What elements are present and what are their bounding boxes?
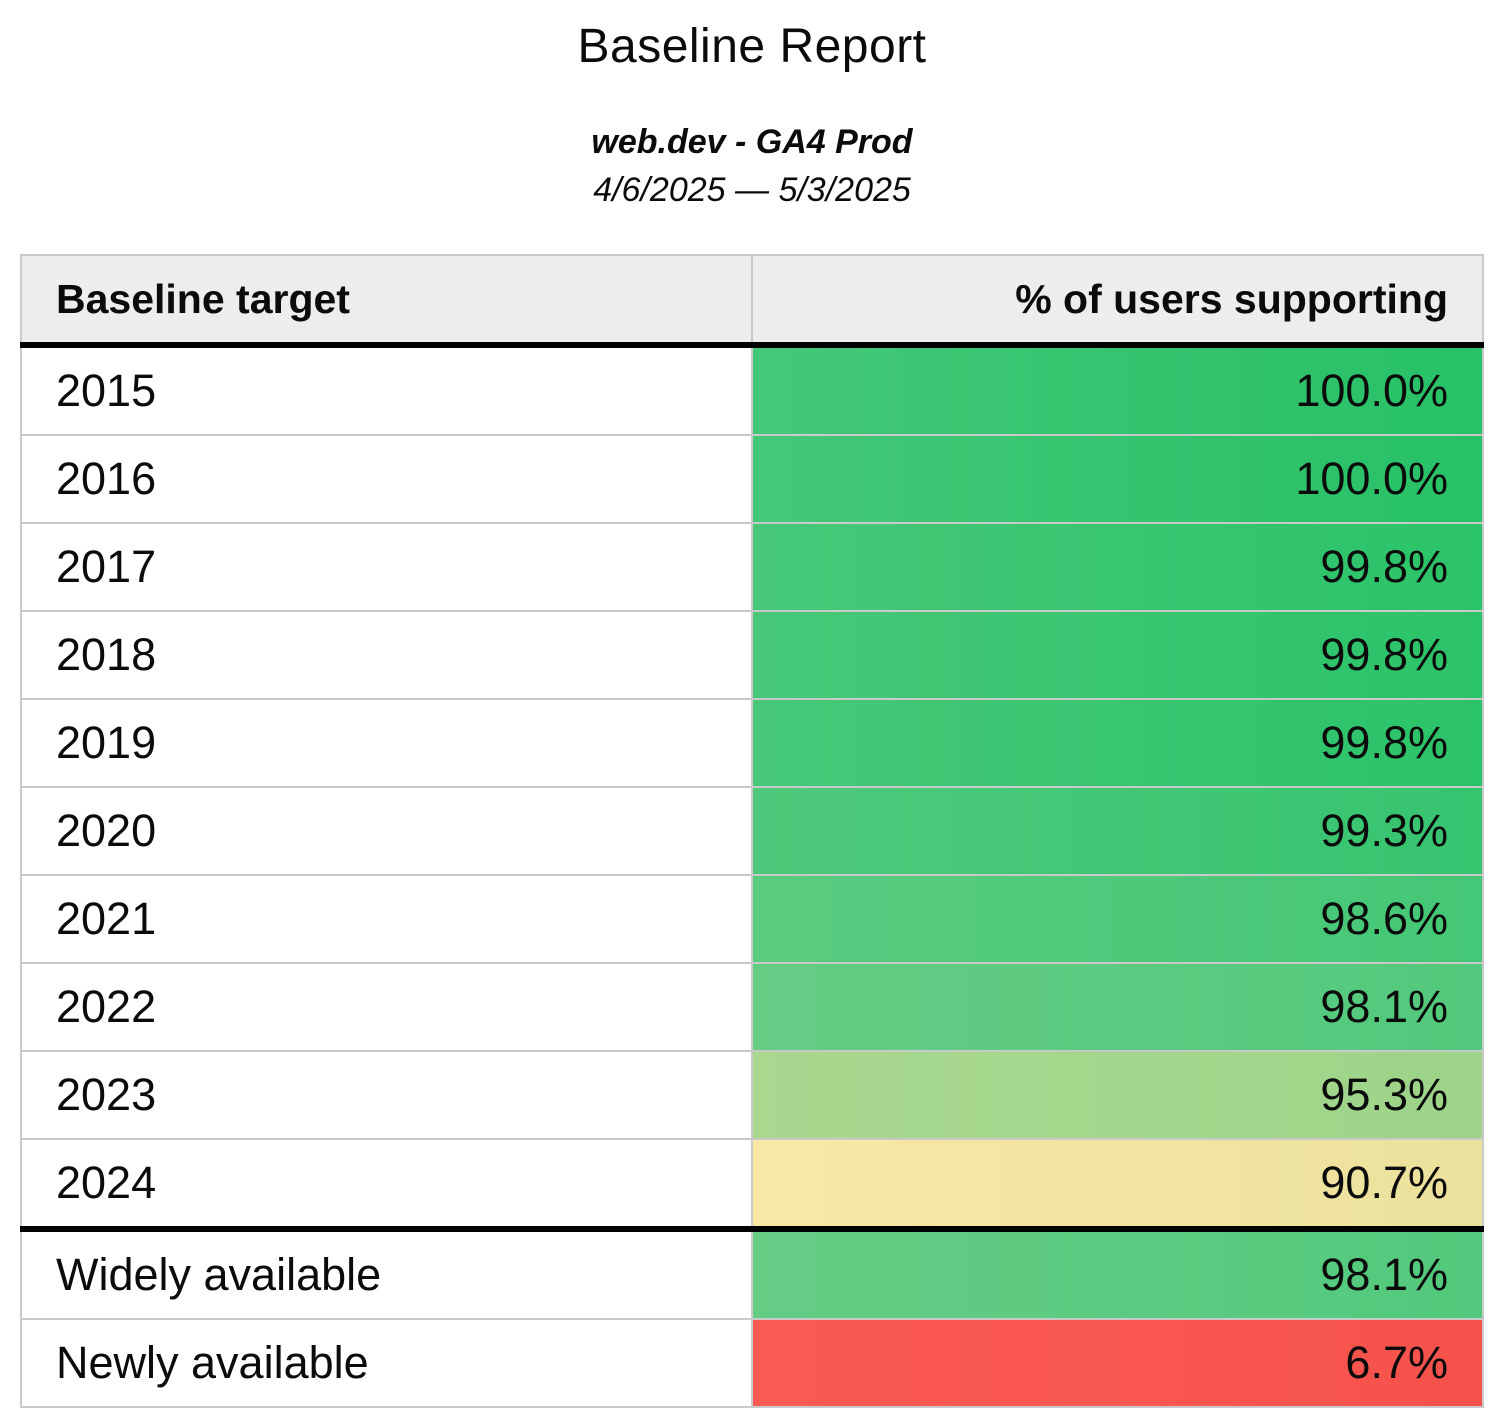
table-row: Widely available 98.1%: [20, 1226, 1484, 1321]
date-range: 4/6/2025 — 5/3/2025: [593, 170, 911, 209]
baseline-target-cell: 2022: [20, 962, 753, 1053]
support-percentage-cell: 6.7%: [751, 1318, 1484, 1409]
table-row: 2018 99.8%: [20, 610, 1484, 701]
column-header-baseline-target: Baseline target: [20, 254, 753, 349]
report-header: Baseline Report web.dev - GA4 Prod 4/6/2…: [20, 18, 1484, 214]
table-row: 2023 95.3%: [20, 1050, 1484, 1141]
support-percentage-cell: 99.3%: [751, 786, 1484, 877]
table-head: Baseline target % of users supporting: [20, 254, 1484, 349]
baseline-target-cell: 2015: [20, 344, 753, 437]
baseline-target-cell: 2019: [20, 698, 753, 789]
table-row: 2024 90.7%: [20, 1138, 1484, 1231]
baseline-table: Baseline target % of users supporting 20…: [20, 254, 1484, 1409]
support-percentage-cell: 98.1%: [751, 1226, 1484, 1321]
support-percentage-cell: 99.8%: [751, 522, 1484, 613]
baseline-report-page: Baseline Report web.dev - GA4 Prod 4/6/2…: [0, 18, 1504, 1428]
baseline-target-cell: 2016: [20, 434, 753, 525]
support-percentage-cell: 95.3%: [751, 1050, 1484, 1141]
table-row: 2016 100.0%: [20, 434, 1484, 525]
table-header-row: Baseline target % of users supporting: [20, 254, 1484, 349]
baseline-target-cell: 2024: [20, 1138, 753, 1231]
table-row: Newly available 6.7%: [20, 1318, 1484, 1409]
table-row: 2015 100.0%: [20, 344, 1484, 437]
column-header-percent-supporting: % of users supporting: [751, 254, 1484, 349]
table-row: 2021 98.6%: [20, 874, 1484, 965]
support-percentage-cell: 98.1%: [751, 962, 1484, 1053]
support-percentage-cell: 98.6%: [751, 874, 1484, 965]
table-body: 2015 100.0% 2016 100.0% 2017 99.8% 2018 …: [20, 344, 1484, 1409]
property-name: web.dev - GA4 Prod: [591, 122, 913, 161]
baseline-target-cell: 2018: [20, 610, 753, 701]
support-percentage-cell: 99.8%: [751, 610, 1484, 701]
table-row: 2020 99.3%: [20, 786, 1484, 877]
baseline-target-cell: 2023: [20, 1050, 753, 1141]
baseline-target-cell: 2021: [20, 874, 753, 965]
baseline-target-cell: Newly available: [20, 1318, 753, 1409]
support-percentage-cell: 90.7%: [751, 1138, 1484, 1231]
support-percentage-cell: 99.8%: [751, 698, 1484, 789]
baseline-target-cell: 2020: [20, 786, 753, 877]
table-row: 2022 98.1%: [20, 962, 1484, 1053]
support-percentage-cell: 100.0%: [751, 344, 1484, 437]
table-row: 2017 99.8%: [20, 522, 1484, 613]
baseline-target-cell: 2017: [20, 522, 753, 613]
baseline-target-cell: Widely available: [20, 1226, 753, 1321]
report-meta: web.dev - GA4 Prod 4/6/2025 — 5/3/2025: [20, 118, 1484, 215]
page-title: Baseline Report: [577, 20, 927, 73]
table-row: 2019 99.8%: [20, 698, 1484, 789]
support-percentage-cell: 100.0%: [751, 434, 1484, 525]
